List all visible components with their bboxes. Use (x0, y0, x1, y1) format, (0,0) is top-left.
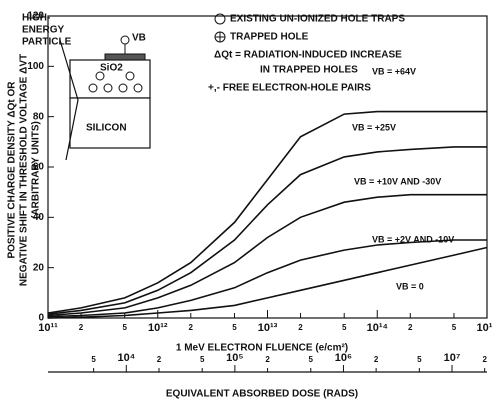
curve (47, 193, 487, 317)
x-axis-label: 1 MeV ELECTRON FLUENCE (e/cm²) (176, 343, 348, 354)
x2-tick-label: 2 (482, 355, 487, 364)
terminal (120, 35, 130, 45)
x-tick-label: 5 (342, 323, 347, 332)
x2-tick-label: 5 (417, 355, 422, 364)
x2-tick-label: 10⁴ (117, 352, 135, 364)
x2-tick-label: 5 (91, 355, 96, 364)
x2-axis-label: EQUIVALENT ABSORBED DOSE (RADS) (166, 389, 358, 400)
inset-diagram: HIGH- ENERGY PARTICLE VB SiO2 SILICON (22, 13, 151, 161)
curve (47, 110, 487, 314)
annotation: IN TRAPPED HOLES (260, 65, 358, 76)
x2-tick-label: 5 (309, 355, 314, 364)
y-tick-label: 80 (33, 111, 45, 122)
silicon (69, 97, 151, 149)
curve (47, 239, 487, 318)
x-tick-label: 10¹¹ (38, 322, 58, 334)
curve-label: VB = +10V AND -30V (354, 176, 441, 186)
curve-label: VB = +25V (352, 122, 396, 132)
curve-label: VB = +64V (372, 66, 416, 76)
x2-tick-label: 10⁷ (444, 352, 461, 364)
key-symbol (214, 13, 226, 25)
x-tick-label: 5 (122, 323, 127, 332)
curve (47, 146, 487, 315)
inset-label: ENERGY (22, 25, 65, 36)
curve (47, 246, 488, 319)
x-tick-label: 10¹³ (258, 322, 278, 334)
annotation: +,- FREE ELECTRON-HOLE PAIRS (208, 83, 371, 94)
x-tick-label: 10¹⁴ (367, 322, 388, 334)
y-tick-label: 100 (27, 61, 44, 72)
x2-tick-label: 10⁵ (226, 352, 243, 364)
annotation: ΔQt = RADIATION-INDUCED INCREASE (214, 50, 402, 61)
y-tick-label: 120 (27, 11, 44, 22)
gate (104, 53, 146, 61)
y-tick-label: 0 (38, 313, 44, 324)
curve-label: VB = 0 (396, 281, 424, 291)
inset-label: PARTICLE (22, 37, 72, 48)
x2-tick-label: 5 (200, 355, 205, 364)
trapped-holes (88, 71, 143, 93)
x-tick-label: 2 (79, 323, 84, 332)
y-tick-label: 20 (33, 262, 45, 273)
inset-label: SILICON (86, 123, 127, 134)
x2-tick-label: 10⁶ (335, 352, 352, 364)
y-tick-label: 40 (33, 212, 45, 223)
x-tick-label: 2 (408, 323, 413, 332)
x2-tick-label: 2 (157, 355, 162, 364)
y-axis-label: POSITIVE CHARGE DENSITY ΔQt OR (7, 81, 18, 259)
annotation: TRAPPED HOLE (230, 32, 309, 43)
x-tick-label: 5 (452, 323, 457, 332)
inset-label: VB (132, 33, 146, 44)
curve-label: VB = +2V AND -10V (372, 234, 454, 244)
y-axis-label: (ARBITRARY UNITS) (31, 121, 42, 219)
key: EXISTING UN-IONIZED HOLE TRAPS TRAPPED H… (208, 13, 405, 94)
y-axis-label: NEGATIVE SHIFT IN THRESHOLD VOLTAGE ΔVT (19, 54, 30, 286)
x2-tick-label: 2 (265, 355, 270, 364)
inset-label: HIGH- (22, 13, 50, 24)
x-tick-label: 10¹² (148, 322, 168, 334)
particle-track (59, 39, 79, 161)
x-tick-label: 2 (189, 323, 194, 332)
y-tick-label: 60 (33, 162, 45, 173)
x-tick-label: 5 (232, 323, 237, 332)
inset-label: SiO2 (100, 63, 123, 74)
x-tick-label: 2 (298, 323, 303, 332)
x2-tick-label: 2 (374, 355, 379, 364)
annotation: EXISTING UN-IONIZED HOLE TRAPS (230, 14, 405, 25)
